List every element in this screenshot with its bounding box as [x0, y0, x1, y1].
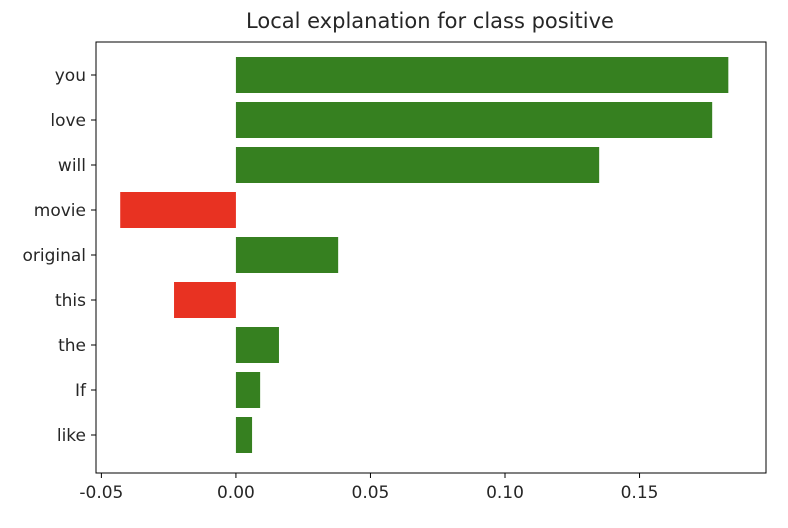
bar-the — [235, 327, 279, 363]
x-tick-label: -0.05 — [79, 483, 123, 503]
y-tick-label: like — [57, 426, 86, 446]
x-axis-ticks: -0.05 0.00 0.05 0.10 0.15 — [79, 473, 658, 503]
bar-you — [235, 57, 729, 93]
y-tick-label: If — [75, 381, 87, 401]
y-tick-label: will — [58, 156, 86, 176]
bar-movie — [120, 192, 236, 228]
chart-title: Local explanation for class positive — [246, 9, 614, 33]
y-axis-ticks: you love will movie original this the If like — [22, 66, 96, 446]
bar-If — [235, 372, 261, 408]
x-tick-label: 0.05 — [352, 483, 390, 503]
bar-this — [174, 282, 236, 318]
bar-will — [235, 147, 600, 183]
x-tick-label: 0.00 — [217, 483, 255, 503]
x-tick-label: 0.15 — [621, 483, 659, 503]
bar-like — [235, 417, 253, 453]
y-tick-label: movie — [34, 201, 86, 221]
bar-love — [235, 102, 713, 138]
y-tick-label: love — [50, 111, 86, 131]
bars-group — [120, 57, 729, 453]
y-tick-label: the — [58, 336, 86, 356]
y-tick-label: original — [22, 246, 86, 266]
x-tick-label: 0.10 — [486, 483, 524, 503]
bar-original — [235, 237, 339, 273]
plot-frame — [95, 41, 767, 474]
y-tick-label: you — [55, 66, 86, 86]
y-tick-label: this — [55, 291, 86, 311]
